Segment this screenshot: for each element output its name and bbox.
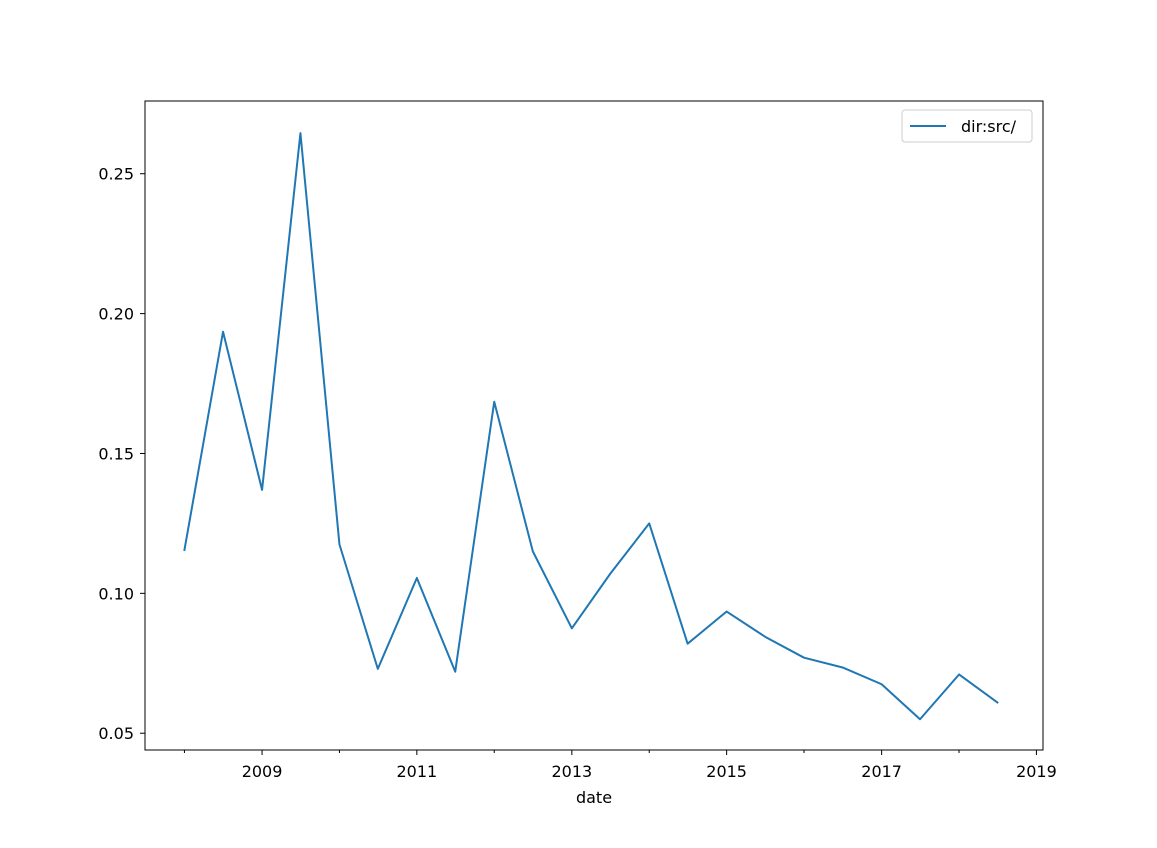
y-tick-label: 0.20 — [98, 305, 134, 324]
x-tick-label: 2009 — [242, 762, 283, 781]
legend: dir:src/ — [902, 110, 1032, 142]
y-tick-label: 0.05 — [98, 724, 134, 743]
y-tick-label: 0.10 — [98, 584, 134, 603]
x-tick-label: 2015 — [706, 762, 747, 781]
legend-label: dir:src/ — [961, 117, 1017, 136]
x-tick-label: 2019 — [1016, 762, 1057, 781]
y-tick-label: 0.25 — [98, 165, 134, 184]
x-tick-label: 2013 — [551, 762, 592, 781]
x-tick-label: 2017 — [861, 762, 902, 781]
x-tick-label: 2011 — [396, 762, 437, 781]
y-tick-label: 0.15 — [98, 444, 134, 463]
x-axis-label: date — [576, 788, 612, 807]
